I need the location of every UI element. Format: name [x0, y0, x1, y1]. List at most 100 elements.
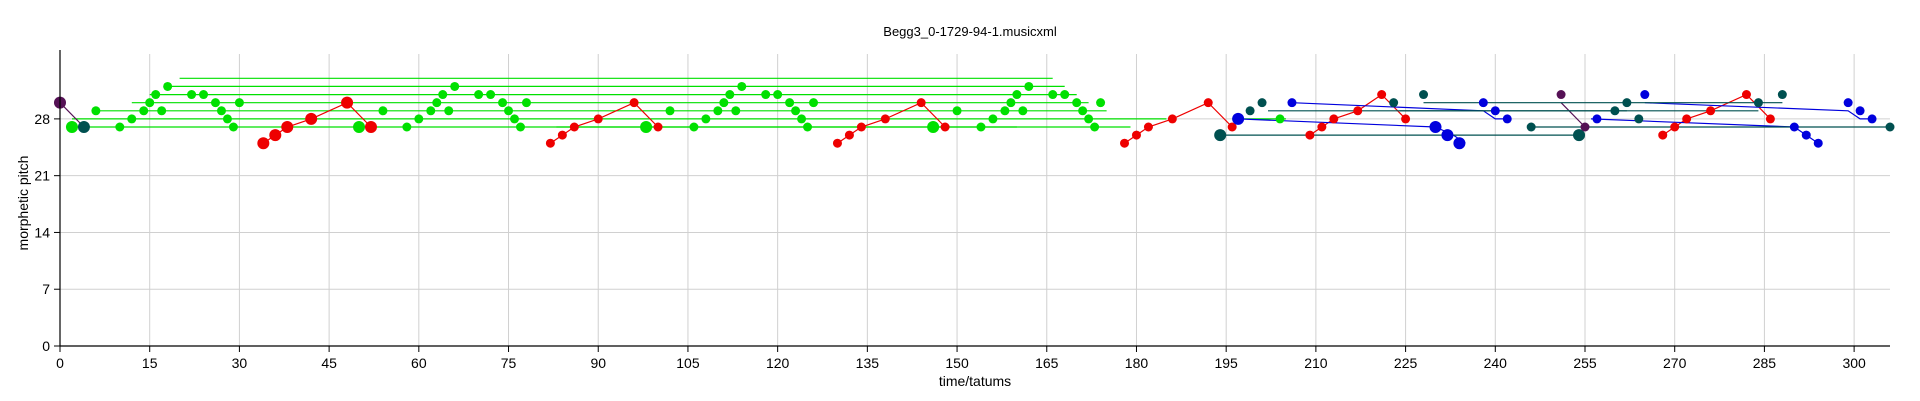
data-point — [91, 106, 101, 116]
data-point — [1741, 90, 1751, 100]
data-point — [444, 106, 454, 116]
data-point — [305, 112, 318, 125]
data-point — [1377, 90, 1387, 100]
series-line — [1291, 102, 1508, 120]
data-point — [1257, 98, 1267, 108]
data-point — [432, 98, 442, 108]
data-point — [713, 106, 723, 116]
data-point — [1167, 114, 1177, 124]
data-point — [127, 114, 137, 124]
data-point — [1024, 81, 1034, 91]
series-line — [1662, 93, 1771, 136]
data-point — [1006, 98, 1016, 108]
data-point — [593, 114, 603, 124]
data-point — [1789, 122, 1799, 132]
x-tick-label: 120 — [766, 355, 790, 371]
data-point — [1275, 114, 1285, 124]
data-point — [1048, 90, 1058, 100]
data-point — [378, 106, 388, 116]
data-point — [1682, 114, 1692, 124]
data-point — [521, 98, 531, 108]
data-point — [222, 114, 232, 124]
x-tick-label: 210 — [1304, 355, 1328, 371]
data-point — [1096, 98, 1106, 108]
data-point — [1072, 98, 1082, 108]
data-point — [844, 130, 854, 140]
data-point — [504, 106, 514, 116]
data-point — [640, 121, 653, 133]
data-point — [797, 114, 807, 124]
data-point — [1419, 90, 1429, 100]
data-point — [353, 121, 366, 133]
data-point — [1245, 106, 1255, 116]
data-point — [731, 106, 741, 116]
data-point — [1429, 121, 1442, 133]
x-tick-label: 180 — [1125, 355, 1149, 371]
data-point — [1000, 106, 1010, 116]
data-point — [1658, 130, 1668, 140]
data-point — [1227, 122, 1237, 132]
y-tick-label: 21 — [34, 168, 50, 184]
data-point — [210, 98, 220, 108]
data-point — [719, 98, 729, 108]
data-point — [1640, 90, 1650, 100]
data-point — [234, 98, 244, 108]
data-point — [1131, 130, 1141, 140]
connecting-lines — [59, 77, 1890, 144]
series-line — [1560, 102, 1586, 128]
x-tick-label: 285 — [1753, 355, 1777, 371]
data-point — [1203, 98, 1213, 108]
data-point — [157, 106, 167, 116]
x-tick-label: 270 — [1663, 355, 1687, 371]
data-point — [785, 98, 795, 108]
data-point — [1353, 106, 1363, 116]
data-point — [402, 122, 412, 132]
data-point — [856, 122, 866, 132]
y-tick-label: 28 — [34, 111, 50, 127]
data-point — [1801, 130, 1811, 140]
x-tick-label: 300 — [1842, 355, 1866, 371]
x-tick-label: 255 — [1573, 355, 1597, 371]
data-point — [1478, 98, 1488, 108]
data-point — [450, 81, 460, 91]
data-point — [1885, 122, 1895, 132]
data-point — [364, 121, 377, 133]
data-point — [426, 106, 436, 116]
x-tick-label: 15 — [142, 355, 158, 371]
y-axis-label: morphetic pitch — [15, 156, 31, 251]
data-point — [1060, 90, 1070, 100]
data-point — [1084, 114, 1094, 124]
x-tick-label: 75 — [501, 355, 517, 371]
data-point — [1592, 114, 1602, 124]
data-point — [701, 114, 711, 124]
data-point — [1670, 122, 1680, 132]
data-point — [1401, 114, 1411, 124]
x-tick-label: 30 — [232, 355, 248, 371]
x-axis-label: time/tatums — [939, 373, 1011, 389]
data-point — [1855, 106, 1865, 116]
data-point — [281, 121, 294, 133]
data-point — [725, 90, 735, 100]
data-point — [761, 90, 771, 100]
data-point — [1143, 122, 1153, 132]
data-point — [1490, 106, 1500, 116]
data-point — [187, 90, 197, 100]
data-point — [151, 90, 161, 100]
data-point — [569, 122, 579, 132]
data-point — [1843, 98, 1853, 108]
data-point — [976, 122, 986, 132]
y-tick-label: 7 — [42, 281, 50, 297]
data-point — [257, 137, 270, 150]
data-point — [1556, 90, 1566, 100]
data-point — [773, 90, 783, 100]
y-tick-label: 14 — [34, 224, 50, 240]
data-point — [1502, 114, 1512, 124]
y-tick-label: 0 — [42, 338, 50, 354]
data-point — [916, 98, 926, 108]
x-tick-label: 135 — [856, 355, 880, 371]
data-point — [927, 121, 940, 133]
data-point — [952, 106, 962, 116]
data-point — [689, 122, 699, 132]
data-point — [498, 98, 508, 108]
data-point — [414, 114, 424, 124]
